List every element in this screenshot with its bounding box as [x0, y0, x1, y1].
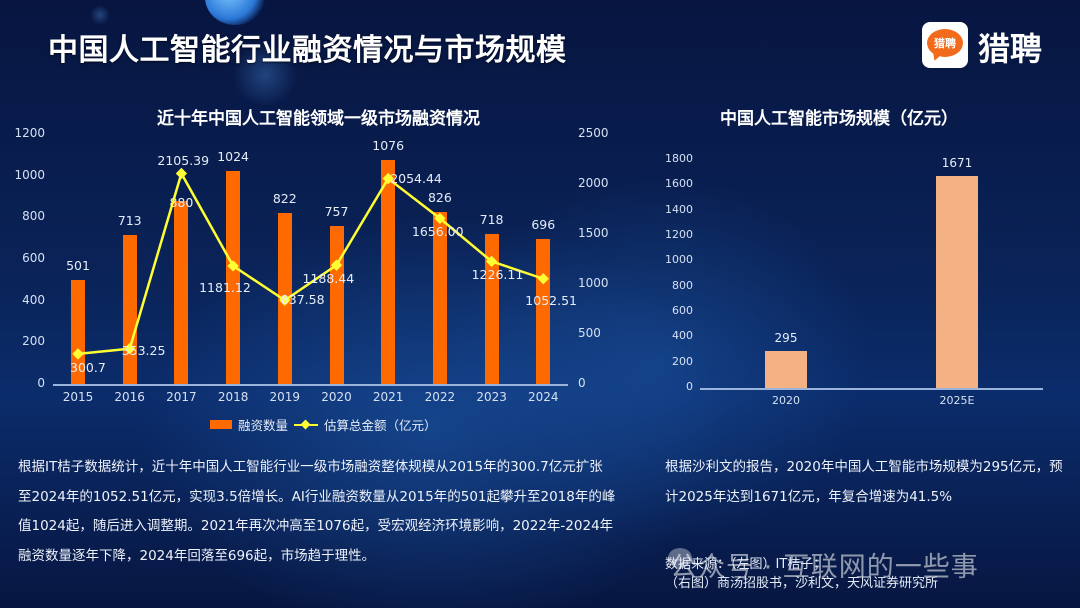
- x-axis-tick: 2021: [372, 390, 404, 404]
- x-axis-tick: 2020: [321, 390, 352, 404]
- speech-bubble-icon: 猎聘: [927, 29, 963, 57]
- bar-value-label: 1076: [372, 137, 405, 153]
- legend-bar-label: 融资数量: [238, 418, 289, 433]
- y-axis-tick: 1400: [665, 202, 693, 216]
- line-value-label: 1188.44: [302, 271, 355, 287]
- line-value-label: 1181.12: [199, 279, 251, 295]
- bar-value-label: 501: [66, 257, 90, 273]
- bar-value-label: 826: [427, 189, 452, 205]
- x-axis-line: [700, 388, 1043, 390]
- left-description: 根据IT桔子数据统计，近十年中国人工智能行业一级市场融资整体规模从2015年的3…: [18, 459, 616, 564]
- x-axis-tick: 2022: [424, 390, 456, 404]
- bar-financing-count: [174, 200, 189, 384]
- bar-market-size: [765, 350, 807, 388]
- x-axis-tick: 2024: [528, 390, 559, 404]
- bar-value-label: 1024: [217, 148, 249, 164]
- line-value-label: 1226.11: [471, 267, 524, 283]
- y-axis-right-tick: 1000: [578, 276, 609, 290]
- page-title: 中国人工智能行业融资情况与市场规模: [48, 33, 567, 68]
- brand-logo: 猎聘: [922, 22, 968, 68]
- x-axis-tick: 2015: [62, 390, 94, 404]
- bar-financing-count: [71, 279, 85, 384]
- x-axis-tick: 2017: [166, 390, 197, 404]
- x-axis-tick: 2019: [269, 390, 301, 404]
- bar-value-label: 757: [324, 204, 349, 220]
- x-axis-tick: 2016: [114, 390, 145, 404]
- bar-value-label: 295: [774, 330, 798, 345]
- bar-value-label: 880: [169, 194, 194, 210]
- y-axis-tick: 0: [686, 380, 693, 393]
- x-axis-tick: 2023: [476, 390, 507, 404]
- chart-title: 近十年中国人工智能领域一级市场融资情况: [157, 109, 480, 129]
- y-axis-tick: 400: [672, 329, 693, 343]
- x-axis-tick: 2018: [217, 390, 249, 404]
- legend-bar-swatch: [210, 420, 232, 429]
- chart-title: 中国人工智能市场规模（亿元）: [720, 109, 958, 129]
- y-axis-left-tick: 1000: [14, 167, 45, 182]
- decorative-glow: [90, 5, 110, 25]
- data-source: 数据来源：（左图）IT桔子； （右图）商汤招股书，沙利文，天风证券研究所: [665, 555, 938, 593]
- bar-financing-count: [484, 234, 499, 384]
- y-axis-tick: 200: [672, 354, 693, 368]
- x-axis-line: [53, 384, 568, 386]
- y-axis-tick: 600: [672, 304, 693, 317]
- line-value-label: 300.7: [70, 359, 106, 375]
- bar-value-label: 822: [272, 190, 297, 206]
- y-axis-left-tick: 1200: [14, 126, 45, 140]
- line-value-label: 1656.00: [411, 224, 464, 240]
- y-axis-right-tick: 0: [578, 376, 586, 390]
- line-value-label: 837.58: [280, 292, 325, 308]
- y-axis-tick: 1800: [665, 152, 693, 165]
- y-axis-left-tick: 400: [22, 292, 45, 307]
- y-axis-right-tick: 500: [578, 326, 601, 340]
- y-axis-tick: 1000: [665, 253, 693, 267]
- source-left: 数据来源：（左图）IT桔子；: [665, 557, 827, 572]
- y-axis-right-tick: 1500: [578, 226, 609, 240]
- bar-value-label: 696: [531, 217, 556, 232]
- chart-legend: 融资数量 估算总金额（亿元）: [210, 415, 437, 434]
- y-axis-tick: 1600: [665, 177, 693, 191]
- bar-market-size: [936, 176, 978, 388]
- legend-line-swatch-icon: [294, 420, 319, 429]
- line-value-label: 1052.51: [525, 292, 577, 308]
- decorative-glow: [230, 45, 300, 105]
- y-axis-right-tick: 2000: [578, 176, 609, 190]
- brand-name: 猎聘: [978, 30, 1043, 68]
- y-axis-left-tick: 800: [22, 209, 45, 224]
- wechat-icon: [668, 548, 692, 568]
- bar-value-label: 718: [479, 212, 504, 228]
- watermark: 公众号 · 互联网的一些事: [670, 552, 979, 583]
- legend-line-label: 估算总金额（亿元）: [324, 418, 437, 433]
- bar-financing-count: [432, 211, 447, 384]
- y-axis-tick: 800: [672, 278, 693, 292]
- bar-value-label: 1671: [941, 156, 973, 171]
- bar-financing-count: [226, 170, 241, 384]
- line-value-label: 2054.44: [390, 170, 442, 186]
- y-axis-left-tick: 0: [37, 376, 45, 390]
- right-description: 根据沙利文的报告，2020年中国人工智能市场规模为295亿元，预计2025年达到…: [665, 459, 1063, 505]
- bar-value-label: 713: [117, 213, 142, 229]
- source-right: （右图）商汤招股书，沙利文，天风证券研究所: [665, 576, 939, 591]
- line-value-label: 353.25: [121, 342, 166, 358]
- bar-financing-count: [536, 239, 551, 384]
- bar-financing-count: [381, 159, 396, 384]
- y-axis-left-tick: 200: [22, 334, 45, 349]
- y-axis-left-tick: 600: [22, 251, 45, 265]
- x-axis-tick: 2025E: [939, 394, 975, 407]
- x-axis-tick: 2020: [772, 394, 800, 407]
- y-axis-right-tick: 2500: [578, 126, 609, 140]
- y-axis-tick: 1200: [665, 228, 693, 241]
- line-value-label: 2105.39: [157, 153, 210, 169]
